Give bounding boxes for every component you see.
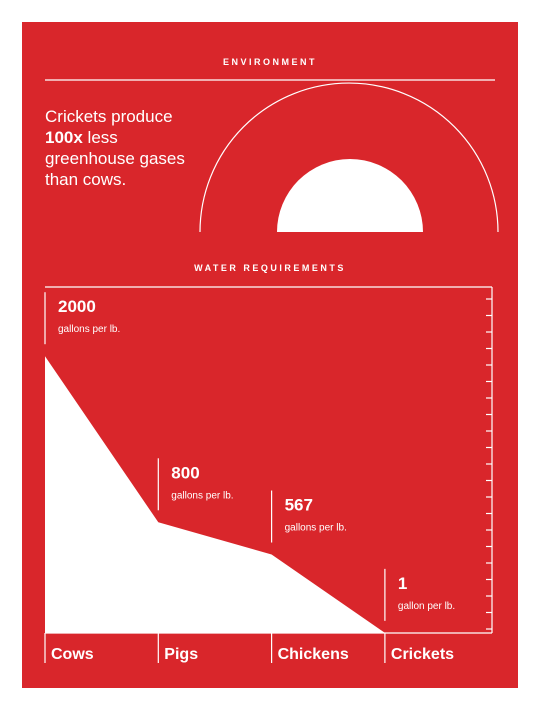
unit-label: gallon per lb.: [398, 601, 455, 612]
chart: Cows 2000 gallons per lb. Pigs 800 gallons pe…: [44, 286, 493, 663]
statement-line: than cows.: [45, 170, 126, 189]
value-label: 567: [285, 496, 313, 515]
statement-text: greenhouse gases: [45, 149, 185, 168]
value-label: 1: [398, 574, 407, 593]
category-label: Chickens: [278, 646, 349, 663]
category-label: Cows: [51, 646, 94, 663]
area: [45, 356, 385, 633]
unit-label: gallons per lb.: [58, 324, 120, 335]
outer-arc: [199, 82, 499, 233]
statement: Crickets produce 100x less greenhouse gase…: [45, 107, 185, 189]
statement-line: greenhouse gases: [45, 149, 185, 168]
chart-title: WATER REQUIREMENTS: [194, 263, 346, 273]
statement-text: Crickets produce: [45, 107, 173, 126]
section-title: ENVIRONMENT: [223, 57, 317, 67]
value-label: 800: [171, 463, 199, 482]
statement-text: than cows.: [45, 170, 126, 189]
value-label: 2000: [58, 297, 96, 316]
category-label: Crickets: [391, 646, 454, 663]
statement-line: 100x less: [45, 128, 118, 147]
statement-text: 100x: [45, 128, 83, 147]
unit-label: gallons per lb.: [171, 490, 233, 501]
inner-semicircle: [277, 159, 423, 232]
statement-line: Crickets produce: [45, 107, 173, 126]
unit-label: gallons per lb.: [285, 523, 347, 534]
category-label: Pigs: [164, 646, 198, 663]
statement-text: less: [83, 128, 118, 147]
